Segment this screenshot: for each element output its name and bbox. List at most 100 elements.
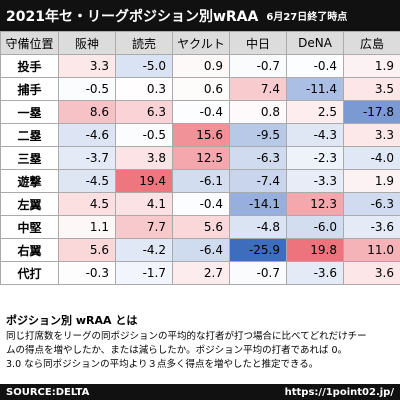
cell: 0.6 [172,77,230,101]
cell: 3.8 [115,146,173,170]
source: SOURCE:DELTA [6,386,90,398]
url: https://1point02.jp/ [284,386,394,398]
note-line: 同じ打席数をリーグの同ポジションの平均的な打者が打つ場合に比べてどれだけチー [6,331,367,342]
cell: -6.3 [343,192,400,216]
cell: -0.5 [58,77,116,101]
note-heading: ポジション別 wRAA とは [6,314,138,327]
row: 中堅 1.1 7.7 5.6 -4.8 -6.0 -3.6 [0,215,400,239]
note-line: ムの得点を増やしたか、または減らしたか。ポジション平均の打者であれば 0。 [6,345,348,356]
cell: -0.3 [58,261,116,285]
cell: 2.5 [286,100,344,124]
cell: 8.6 [58,100,116,124]
cell: -3.6 [286,261,344,285]
column-header: 中日 [229,31,287,55]
row: 三塁 -3.7 3.8 12.5 -6.3 -2.3 -4.0 [0,146,400,170]
footer: SOURCE:DELTA https://1point02.jp/ [0,384,400,400]
row: 左翼 4.5 4.1 -0.4 -14.1 12.3 -6.3 [0,192,400,216]
row: 捕手 -0.5 0.3 0.6 7.4 -11.4 3.5 [0,77,400,101]
cell: -3.6 [343,215,400,239]
note-line: 3.0 なら同ポジションの平均より３点多く得点を増やしたと推定できる。 [6,359,319,370]
cell: 3.5 [343,77,400,101]
cell: -0.5 [115,123,173,147]
cell: 7.7 [115,215,173,239]
row: 投手 3.3 -5.0 0.9 -0.7 -0.4 1.9 [0,54,400,78]
row-label: 投手 [0,54,59,78]
cell: 3.3 [343,123,400,147]
cell: -5.0 [115,54,173,78]
column-header: 阪神 [58,31,116,55]
row-label: 一塁 [0,100,59,124]
subtitle: 6月27日終了時点 [266,12,348,23]
row-label: 捕手 [0,77,59,101]
row-label: 中堅 [0,215,59,239]
cell: -6.4 [172,238,230,262]
cell: 11.0 [343,238,400,262]
title-bar: 2021年セ・リーグポジション別wRAA 6月27日終了時点 [0,0,400,31]
header-row: 守備位置 阪神 読売 ヤクルト 中日 DeNA 広島 [0,31,400,55]
row-label: 左翼 [0,192,59,216]
cell: -4.2 [115,238,173,262]
cell: 6.3 [115,100,173,124]
cell: 0.8 [229,100,287,124]
cell: 7.4 [229,77,287,101]
cell: 3.3 [58,54,116,78]
column-header: ヤクルト [172,31,230,55]
column-header: 広島 [343,31,400,55]
row-label: 三塁 [0,146,59,170]
cell: -4.0 [343,146,400,170]
cell: -3.7 [58,146,116,170]
cell: 15.6 [172,123,230,147]
cell: 2.7 [172,261,230,285]
cell: -0.4 [286,54,344,78]
row: 代打 -0.3 -1.7 2.7 -0.7 -3.6 3.6 [0,261,400,285]
column-header: 守備位置 [0,31,59,55]
cell: 12.5 [172,146,230,170]
cell: -14.1 [229,192,287,216]
cell: 5.6 [58,238,116,262]
cell: 4.5 [58,192,116,216]
note: ポジション別 wRAA とは 同じ打席数をリーグの同ポジションの平均的な打者が打… [6,314,396,372]
row-label: 右翼 [0,238,59,262]
cell: -7.4 [229,169,287,193]
cell: -2.3 [286,146,344,170]
cell: -0.4 [172,100,230,124]
cell: 1.9 [343,54,400,78]
cell: -3.3 [286,169,344,193]
row-label: 二塁 [0,123,59,147]
cell: -4.3 [286,123,344,147]
cell: 12.3 [286,192,344,216]
row: 遊撃 -4.5 19.4 -6.1 -7.4 -3.3 1.9 [0,169,400,193]
cell: 3.6 [343,261,400,285]
cell: 5.6 [172,215,230,239]
row: 二塁 -4.6 -0.5 15.6 -9.5 -4.3 3.3 [0,123,400,147]
cell: -17.8 [343,100,400,124]
cell: 1.9 [343,169,400,193]
cell: 19.8 [286,238,344,262]
cell: 0.9 [172,54,230,78]
column-header: DeNA [286,31,344,55]
column-header: 読売 [115,31,173,55]
row-label: 代打 [0,261,59,285]
cell: 19.4 [115,169,173,193]
cell: -4.8 [229,215,287,239]
cell: 1.1 [58,215,116,239]
cell: -9.5 [229,123,287,147]
cell: -4.6 [58,123,116,147]
cell: -25.9 [229,238,287,262]
cell: -1.7 [115,261,173,285]
cell: -0.7 [229,261,287,285]
row: 右翼 5.6 -4.2 -6.4 -25.9 19.8 11.0 [0,238,400,262]
table: 守備位置 阪神 読売 ヤクルト 中日 DeNA 広島 投手 3.3 -5.0 0.9 -0.7 -0.4… [0,31,400,285]
cell: 0.3 [115,77,173,101]
cell: -6.3 [229,146,287,170]
title: 2021年セ・リーグポジション別wRAA [6,8,259,25]
cell: -4.5 [58,169,116,193]
cell: -6.0 [286,215,344,239]
cell: 4.1 [115,192,173,216]
cell: -11.4 [286,77,344,101]
row: 一塁 8.6 6.3 -0.4 0.8 2.5 -17.8 [0,100,400,124]
row-label: 遊撃 [0,169,59,193]
cell: -0.7 [229,54,287,78]
cell: -6.1 [172,169,230,193]
